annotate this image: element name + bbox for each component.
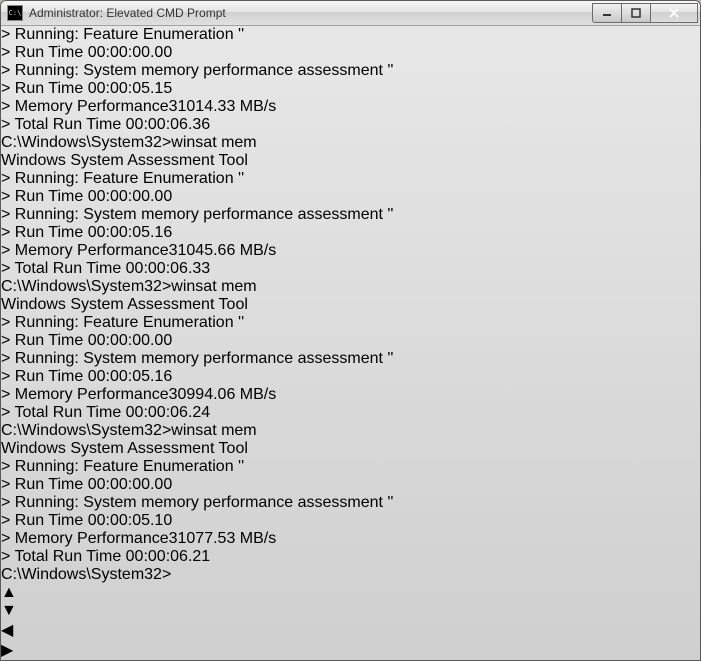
memory-performance-line: > Memory Performance30994.06 MB/s (1, 386, 700, 404)
scroll-down-button[interactable]: ▼ (1, 602, 700, 620)
scroll-up-button[interactable]: ▲ (1, 584, 700, 602)
terminal-line: > Running: System memory performance ass… (1, 62, 700, 80)
maximize-icon (631, 8, 641, 18)
terminal-line: > Running: Feature Enumeration '' (1, 314, 700, 332)
terminal-line: > Running: System memory performance ass… (1, 494, 700, 512)
terminal-line: > Running: Feature Enumeration '' (1, 458, 700, 476)
terminal-line: > Run Time 00:00:05.15 (1, 80, 700, 98)
perf-label: > Memory Performance (1, 386, 169, 403)
terminal-line: Windows System Assessment Tool (1, 152, 700, 170)
window-controls (593, 3, 698, 23)
terminal-line: > Run Time 00:00:05.10 (1, 512, 700, 530)
vertical-scrollbar[interactable]: ▲ ▼ (1, 584, 700, 620)
minimize-icon (602, 8, 612, 18)
terminal-line: > Run Time 00:00:00.00 (1, 476, 700, 494)
perf-value: 31014.33 MB/s (169, 98, 277, 115)
terminal-line: Windows System Assessment Tool (1, 296, 700, 314)
terminal-line: > Run Time 00:00:00.00 (1, 188, 700, 206)
terminal-line: Windows System Assessment Tool (1, 440, 700, 458)
minimize-button[interactable] (592, 3, 622, 23)
terminal-line: > Run Time 00:00:00.00 (1, 332, 700, 350)
bottom-bar: ◀ ▶ (1, 620, 700, 660)
perf-label: > Memory Performance (1, 530, 169, 547)
terminal-client-area: > Running: Feature Enumeration ''> Run T… (1, 26, 700, 620)
memory-performance-line: > Memory Performance31077.53 MB/s (1, 530, 700, 548)
close-icon (668, 8, 680, 18)
terminal-line: > Total Run Time 00:00:06.24 (1, 404, 700, 422)
scroll-left-button[interactable]: ◀ (1, 620, 700, 640)
terminal-line: C:\Windows\System32>winsat mem (1, 134, 700, 152)
terminal-line: > Total Run Time 00:00:06.33 (1, 260, 700, 278)
terminal-line: C:\Windows\System32>winsat mem (1, 422, 700, 440)
terminal-line: > Run Time 00:00:00.00 (1, 44, 700, 62)
terminal-line: > Running: Feature Enumeration '' (1, 170, 700, 188)
prompt-line[interactable]: C:\Windows\System32> (1, 566, 700, 584)
terminal-line: > Run Time 00:00:05.16 (1, 224, 700, 242)
horizontal-scrollbar[interactable]: ◀ ▶ (1, 620, 700, 660)
perf-label: > Memory Performance (1, 242, 169, 259)
terminal-viewport[interactable]: > Running: Feature Enumeration ''> Run T… (1, 26, 700, 584)
perf-value: 31077.53 MB/s (169, 530, 277, 547)
memory-performance-line: > Memory Performance31014.33 MB/s (1, 98, 700, 116)
terminal-line: > Running: System memory performance ass… (1, 206, 700, 224)
titlebar[interactable]: C:\ Administrator: Elevated CMD Prompt (1, 1, 700, 26)
terminal-line: > Running: System memory performance ass… (1, 350, 700, 368)
app-icon: C:\ (7, 5, 23, 21)
scroll-right-button[interactable]: ▶ (1, 640, 700, 660)
terminal-line: > Running: Feature Enumeration '' (1, 26, 700, 44)
terminal-line: > Total Run Time 00:00:06.36 (1, 116, 700, 134)
terminal-output: > Running: Feature Enumeration ''> Run T… (1, 26, 700, 584)
perf-value: 30994.06 MB/s (169, 386, 277, 403)
terminal-line: C:\Windows\System32>winsat mem (1, 278, 700, 296)
window-title: Administrator: Elevated CMD Prompt (29, 6, 593, 20)
terminal-line: > Run Time 00:00:05.16 (1, 368, 700, 386)
perf-value: 31045.66 MB/s (169, 242, 277, 259)
terminal-line: > Total Run Time 00:00:06.21 (1, 548, 700, 566)
close-button[interactable] (650, 3, 698, 23)
perf-label: > Memory Performance (1, 98, 169, 115)
maximize-button[interactable] (621, 3, 651, 23)
memory-performance-line: > Memory Performance31045.66 MB/s (1, 242, 700, 260)
cmd-window: C:\ Administrator: Elevated CMD Prompt >… (0, 0, 701, 661)
